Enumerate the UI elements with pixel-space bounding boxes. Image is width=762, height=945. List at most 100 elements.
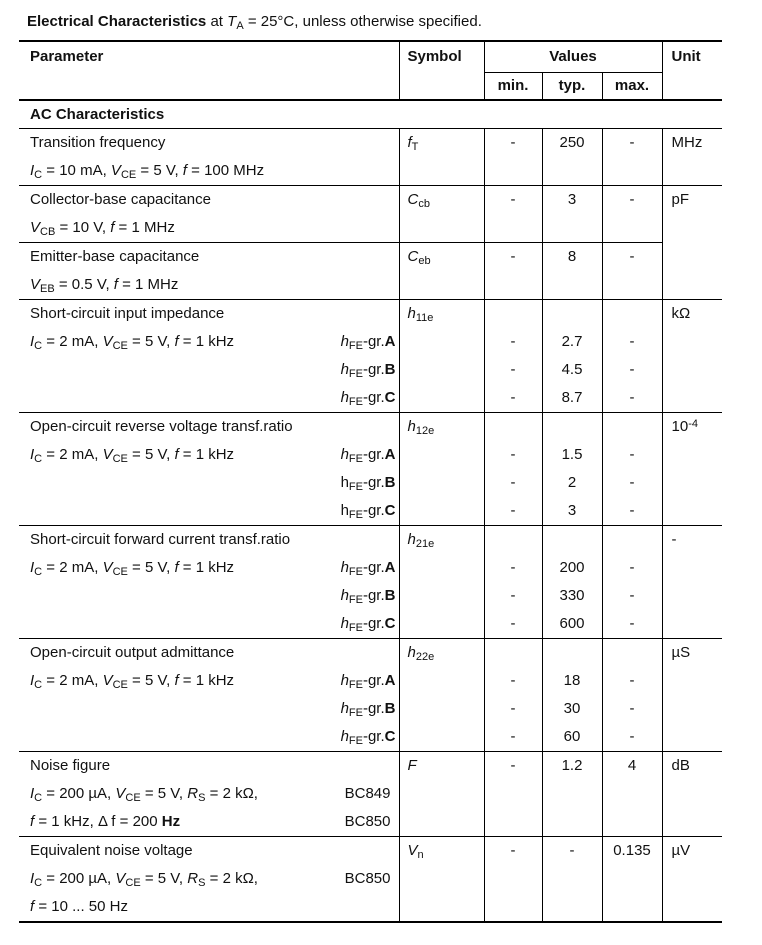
group-label: hFE-gr.B <box>340 361 396 380</box>
min-value: - <box>510 191 516 208</box>
device-type-label: BC849 <box>344 785 391 802</box>
min-value: - <box>510 361 516 378</box>
min-cell: - <box>484 836 543 923</box>
min-cell: - <box>484 128 543 186</box>
min-cell: - <box>484 185 543 243</box>
column-header-symbol: Symbol <box>399 40 485 101</box>
typ-value: 330 <box>559 587 585 604</box>
max-value: - <box>629 672 635 689</box>
param-cell: Collector-base capacitance VCB = 10 V, f … <box>19 185 400 243</box>
table-row: Collector-base capacitance VCB = 10 V, f … <box>19 185 722 300</box>
max-value: - <box>629 361 635 378</box>
table-row: Short-circuit forward current transf.rat… <box>19 525 722 639</box>
header-row-2: min. typ. max. <box>19 72 722 101</box>
max-cell: - <box>602 128 663 186</box>
max-value: - <box>629 502 635 519</box>
typ-cell: 1.5 2 3 <box>542 412 603 526</box>
param-cell: Transition frequency IC = 10 mA, VCE = 5 … <box>19 128 400 186</box>
typ-value: 8.7 <box>561 389 583 406</box>
column-header-unit: Unit <box>662 40 722 101</box>
row-conditions-text: f = 10 ... 50 Hz <box>30 898 128 915</box>
column-header-parameter: Parameter <box>19 40 400 101</box>
spacer <box>485 526 542 554</box>
typ-value: 60 <box>563 728 581 745</box>
row-parameter-title: Open-circuit reverse voltage transf.rati… <box>30 418 293 435</box>
row-conditions-text: IC = 2 mA, VCE = 5 V, f = 1 kHz <box>30 446 235 465</box>
param-cell: Open-circuit reverse voltage transf.rati… <box>19 412 400 526</box>
table-row: Open-circuit output admittance IC = 2 mA,… <box>19 638 722 752</box>
electrical-characteristics-table: Parameter Symbol Values Unit min. typ. m… <box>19 40 722 923</box>
unit-text: 10-4 <box>671 418 698 435</box>
table-row: Noise figure IC = 200 µA, VCE = 5 V, RS =… <box>19 751 722 837</box>
unit-cell: dB <box>662 751 722 837</box>
max-value: - <box>629 389 635 406</box>
group-label-line: hFE-gr.C <box>19 723 399 751</box>
spacer <box>603 526 662 554</box>
min-value: - <box>510 474 516 491</box>
min-cell: - - - <box>484 638 543 752</box>
symbol-text: Ccb <box>407 191 430 210</box>
row-conditions-text: IC = 2 mA, VCE = 5 V, f = 1 kHz <box>30 333 235 352</box>
max-cell: - <box>602 242 663 300</box>
row-parameter-title: Collector-base capacitance <box>30 191 211 208</box>
table-row: Open-circuit reverse voltage transf.rati… <box>19 412 722 526</box>
param-cell: Short-circuit input impedance IC = 2 mA, … <box>19 299 400 413</box>
max-value: - <box>629 559 635 576</box>
row-conditions: IC = 2 mA, VCE = 5 V, f = 1 kHz hFE-gr.A <box>19 554 399 582</box>
unit-cell: µV <box>662 836 722 923</box>
row-conditions: IC = 200 µA, VCE = 5 V, RS = 2 kΩ, BC849 <box>19 780 399 808</box>
section-title: AC Characteristics <box>19 100 722 129</box>
max-value: 0.135 <box>613 842 651 859</box>
row-conditions-text: IC = 200 µA, VCE = 5 V, RS = 2 kΩ, <box>30 785 258 804</box>
typ-cell: - <box>542 836 603 923</box>
max-value: - <box>629 191 635 208</box>
row-conditions: IC = 200 µA, VCE = 5 V, RS = 2 kΩ, BC850 <box>19 865 399 893</box>
min-value: - <box>510 248 516 265</box>
param-cell: Short-circuit forward current transf.rat… <box>19 525 400 639</box>
symbol-cell: Ccb <box>399 185 485 243</box>
max-cell: - - - <box>602 638 663 752</box>
group-label-line: hFE-gr.C <box>19 384 399 412</box>
max-value: - <box>629 728 635 745</box>
max-value: - <box>629 134 635 151</box>
symbol-cell: Ceb <box>399 242 485 300</box>
param-cell: Emitter-base capacitance VEB = 0.5 V, f =… <box>19 242 400 300</box>
group-label: hFE-gr.B <box>340 474 396 493</box>
spacer <box>603 639 662 667</box>
device-type-label: BC850 <box>344 870 391 887</box>
row-conditions-text: IC = 2 mA, VCE = 5 V, f = 1 kHz <box>30 672 235 691</box>
typ-value: 2.7 <box>561 333 583 350</box>
typ-value: 18 <box>563 672 581 689</box>
row-conditions: IC = 2 mA, VCE = 5 V, f = 1 kHz hFE-gr.A <box>19 441 399 469</box>
group-label: hFE-gr.A <box>340 559 396 578</box>
symbol-cell: h12e <box>399 412 485 526</box>
row-parameter-title: Transition frequency <box>30 134 166 151</box>
typ-value: 3 <box>567 502 577 519</box>
symbol-text: fT <box>407 134 419 153</box>
typ-value: 30 <box>563 700 581 717</box>
row-conditions-text: IC = 200 µA, VCE = 5 V, RS = 2 kΩ, <box>30 870 258 889</box>
min-value: - <box>510 842 516 859</box>
symbol-cell: h21e <box>399 525 485 639</box>
spacer <box>543 526 602 554</box>
group-label: hFE-gr.A <box>340 672 396 691</box>
unit-cell: µS <box>662 638 722 752</box>
row-parameter-title: Noise figure <box>30 757 111 774</box>
device-type-label: BC850 <box>344 813 391 830</box>
column-header-values: Values <box>484 40 663 73</box>
row-conditions: IC = 2 mA, VCE = 5 V, f = 1 kHz hFE-gr.A <box>19 667 399 695</box>
min-value: - <box>510 615 516 632</box>
symbol-text: Vn <box>407 842 424 861</box>
row-conditions: VEB = 0.5 V, f = 1 MHz <box>30 276 179 295</box>
max-cell: - - - <box>602 412 663 526</box>
min-value: - <box>510 728 516 745</box>
table-row: Equivalent noise voltage IC = 200 µA, VCE… <box>19 836 722 923</box>
max-value: 4 <box>627 757 637 774</box>
group-label-line: hFE-gr.B <box>19 356 399 384</box>
typ-cell: 18 30 60 <box>542 638 603 752</box>
unit-text: pF <box>671 191 690 208</box>
param-cell: Equivalent noise voltage IC = 200 µA, VCE… <box>19 836 400 923</box>
typ-value: 200 <box>559 559 585 576</box>
unit-text: µS <box>671 644 691 661</box>
min-value: - <box>510 446 516 463</box>
